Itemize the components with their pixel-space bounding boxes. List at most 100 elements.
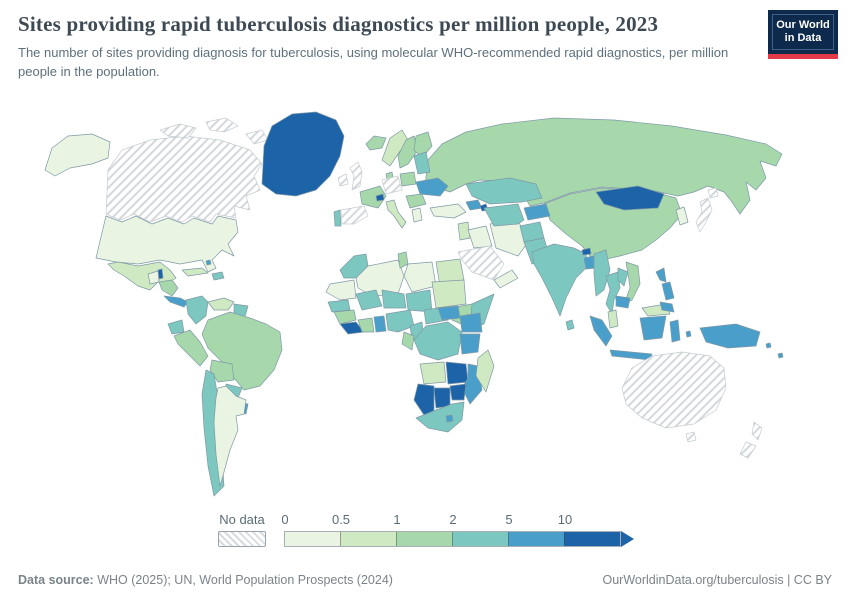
region-fiji[interactable] [765,342,772,349]
region-finland[interactable] [413,131,433,159]
region-angola[interactable] [419,361,447,385]
legend-segment-1[interactable]: 0.5 [332,512,396,546]
region-kyrgyz-tajik[interactable] [523,203,551,221]
region-malaysia-peninsula[interactable] [607,309,619,329]
region-vanuatu[interactable] [777,352,784,359]
region-libya[interactable] [403,261,437,293]
region-greece[interactable] [411,207,423,223]
region-arctic-islands[interactable] [245,129,269,145]
region-india[interactable] [531,243,589,317]
region-central-asia[interactable] [483,203,525,227]
world-choropleth-map[interactable] [10,98,840,510]
region-algeria[interactable] [355,259,405,297]
region-senegal[interactable] [327,299,351,313]
region-new-guinea[interactable] [699,323,761,349]
region-greenland[interactable] [261,111,345,197]
region-lesotho[interactable] [445,414,454,423]
region-myanmar[interactable] [593,249,611,297]
region-botswana[interactable] [433,387,451,409]
legend-no-data-swatch[interactable] [218,531,266,547]
legend-segment-4[interactable]: 5 [505,512,564,546]
region-japan[interactable] [707,187,719,199]
region-philippines[interactable] [661,281,675,301]
region-turkey[interactable] [429,203,467,219]
region-moluccas[interactable] [685,330,692,338]
region-kazakhstan[interactable] [465,177,543,205]
region-madagascar[interactable] [475,349,495,393]
region-sri-lanka[interactable] [565,319,575,331]
region-cuba[interactable] [181,267,209,277]
region-new-zealand[interactable] [751,421,763,441]
region-ukraine[interactable] [415,177,449,197]
region-saudi-arabia[interactable] [457,245,505,281]
region-congo-gabon[interactable] [401,331,415,351]
region-sudan[interactable] [431,279,467,309]
region-spain[interactable] [340,205,369,225]
region-korea[interactable] [675,206,689,226]
region-bahamas[interactable] [205,259,212,266]
region-switzerland[interactable] [375,193,385,202]
region-tasmania[interactable] [685,431,697,443]
region-laos[interactable] [617,267,629,287]
region-mauritania[interactable] [325,279,357,301]
region-costa-rica-panama[interactable] [163,295,189,308]
region-venezuela[interactable] [207,297,235,311]
region-uganda-kenya[interactable] [459,312,483,333]
region-zambia[interactable] [445,361,469,385]
region-japan[interactable] [695,197,713,233]
region-ghana[interactable] [373,315,387,333]
region-bolivia[interactable] [209,359,235,383]
region-nigeria[interactable] [385,309,415,333]
region-colombia[interactable] [185,295,209,325]
legend-segment-0[interactable]: 0 [281,512,340,546]
region-tanzania[interactable] [459,333,481,355]
legend-segment-5[interactable]: 10 [558,512,620,546]
region-south-sudan[interactable] [437,305,461,321]
region-mali[interactable] [355,289,383,311]
region-drc[interactable] [413,321,463,361]
region-usa[interactable] [95,215,239,273]
region-uk[interactable] [349,161,363,191]
region-niger[interactable] [381,289,407,309]
region-brazil[interactable] [201,311,283,391]
region-poland[interactable] [399,171,417,187]
region-romania-balkans[interactable] [405,193,427,209]
region-canada[interactable] [105,135,263,223]
region-portugal[interactable] [333,209,342,227]
region-ecuador[interactable] [167,319,185,335]
region-caucasus[interactable] [465,199,483,211]
region-argentina[interactable] [213,385,247,487]
region-iraq[interactable] [467,225,493,249]
region-levant[interactable] [457,221,471,241]
region-cambodia[interactable] [615,295,631,309]
owid-link[interactable]: OurWorldinData.org/tuberculosis | CC BY [602,573,833,587]
region-mongolia[interactable] [595,185,665,211]
legend-segment-2[interactable]: 1 [393,512,452,546]
region-bhutan[interactable] [581,247,592,256]
region-tunisia[interactable] [397,251,409,269]
region-chad[interactable] [405,289,433,313]
region-yemen-oman[interactable] [493,269,519,289]
region-arctic-islands[interactable] [159,123,197,139]
region-ivory-coast[interactable] [357,317,375,333]
region-new-zealand[interactable] [739,441,757,459]
region-indonesia-borneo[interactable] [639,315,667,341]
region-honduras-nicaragua[interactable] [158,279,179,297]
region-alaska[interactable] [44,133,111,177]
region-philippines[interactable] [659,301,675,313]
region-germany[interactable] [381,175,403,195]
region-baltics-belarus[interactable] [413,151,431,175]
region-arctic-islands[interactable] [205,117,239,133]
region-ireland[interactable] [337,173,349,187]
region-peru[interactable] [173,329,209,367]
region-indonesia-java[interactable] [609,349,653,361]
region-zimbabwe[interactable] [449,383,467,401]
region-iceland[interactable] [365,135,387,151]
region-guinea[interactable] [333,309,357,325]
region-indonesia-sumatra[interactable] [589,315,613,347]
region-france[interactable] [359,185,387,209]
region-italy[interactable] [385,199,407,229]
owid-logo[interactable]: Our World in Data [768,10,838,60]
region-hispaniola[interactable] [211,271,225,281]
legend-segment-3[interactable]: 2 [449,512,508,546]
